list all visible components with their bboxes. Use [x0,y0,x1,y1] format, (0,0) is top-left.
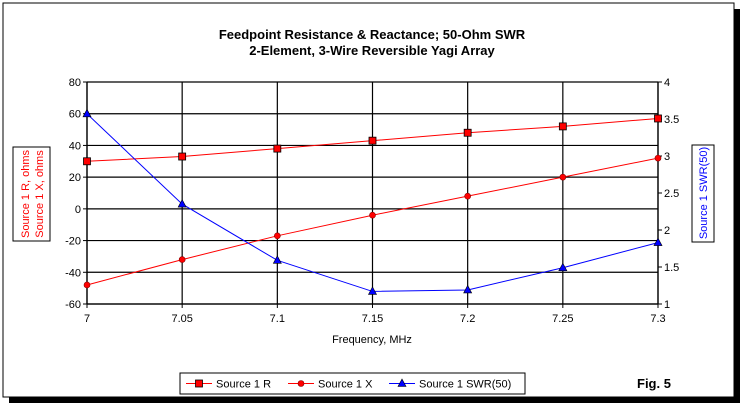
legend-marker-source-1-r [195,379,203,388]
data-point-source-1-r [558,122,567,131]
right-tick-label: 1 [664,299,670,311]
legend: Source 1 R Source 1 X Source 1 SWR(50) [186,378,511,391]
data-point-source-1-swr-50 [177,198,187,208]
legend-label-source-1-swr-50: Source 1 SWR(50) [419,379,511,391]
left-tick-label: 60 [69,109,81,121]
data-point-source-1-r [654,114,662,123]
data-point-source-1-r [368,136,377,145]
data-point-source-1-r [273,144,282,153]
data-point-source-1-swr-50 [82,108,92,118]
legend-marker-source-1-swr-50 [397,378,407,387]
data-point-source-1-swr-50 [272,255,282,264]
data-point-source-1-x [369,211,376,219]
data-point-source-1-swr-50 [558,262,568,272]
left-tick-label: -60 [65,299,81,311]
figure-label: Fig. 5 [637,376,671,391]
left-tick-label: -40 [65,267,81,279]
x-axis-title: Frequency, MHz [332,334,412,346]
series [82,108,663,295]
right-tick-label: 4 [664,77,670,89]
right-tick-label: 2 [664,225,670,237]
left-axis-title-box [12,146,51,242]
right-axis-title: Source 1 SWR(50) [698,147,710,239]
chart-title-line-1: Feedpoint Resistance & Reactance; 50-Ohm… [219,27,526,42]
x-tick-label: 7.25 [552,313,573,325]
axes: 80 60 40 20 0 -20 -40 -60 4 3.5 3 2.5 2 1.5 1 7 7.05 7.1 7… [65,77,679,325]
legend-marker-source-1-x [297,380,305,387]
right-tick-label: 1.5 [664,262,679,274]
data-point-source-1-swr-50 [463,284,473,294]
left-tick-label: 40 [69,140,81,152]
data-point-source-1-x [464,192,471,200]
chart-title-line-2: 2-Element, 3-Wire Reversible Yagi Array [249,43,495,58]
legend-box [179,372,526,395]
x-tick-label: 7.05 [171,313,192,325]
legend-label-source-1-x: Source 1 X [318,379,373,391]
x-tick-label: 7.15 [362,313,383,325]
right-axis-title-box [691,144,715,243]
data-point-source-1-x [274,232,281,240]
left-axis-title-x: Source 1 X, ohms [34,150,46,238]
right-tick-label: 2.5 [664,188,679,200]
right-tick-label: 3 [664,151,670,163]
x-tick-label: 7.1 [270,313,285,325]
data-point-source-1-swr-50 [368,286,377,295]
data-point-source-1-x [178,256,186,263]
data-point-source-1-swr-50 [653,237,663,246]
chart-frame [2,2,735,398]
data-point-source-1-x [83,281,91,289]
left-tick-label: 20 [69,172,81,184]
left-tick-label: -20 [65,236,81,248]
x-tick-label: 7.2 [460,313,475,325]
data-point-source-1-r [178,152,187,161]
legend-label-source-1-r: Source 1 R [216,379,271,391]
data-point-source-1-r [463,128,472,137]
x-tick-label: 7 [84,313,90,325]
x-tick-label: 7.3 [650,313,665,325]
data-point-source-1-x [654,154,662,162]
data-point-source-1-x [559,173,567,181]
left-axis-title-r: Source 1 R, ohms [20,149,32,238]
left-tick-label: 0 [75,204,81,216]
right-tick-label: 3.5 [664,114,679,126]
left-tick-label: 80 [69,77,81,89]
data-point-source-1-r [83,157,91,166]
